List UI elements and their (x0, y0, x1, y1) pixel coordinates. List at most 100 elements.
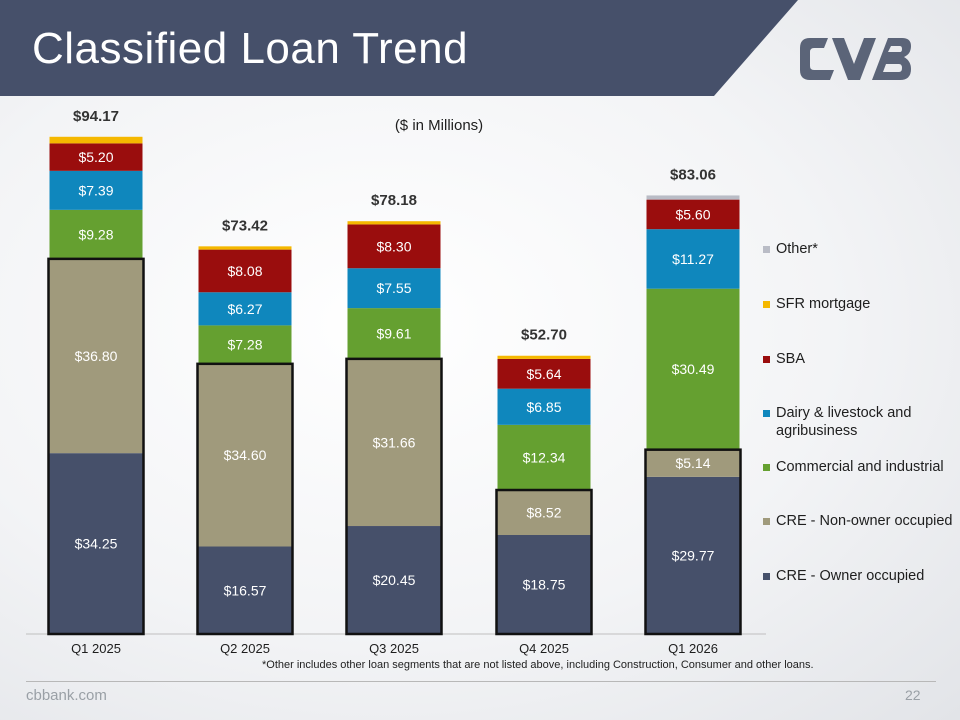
bar-cre-owner-occupied-q2-2025 (198, 546, 292, 634)
category-label: Q2 2025 (220, 641, 270, 656)
bar-commercial-and-industrial-q3-2025 (347, 308, 441, 359)
data-label: $6.27 (227, 301, 262, 317)
legend-swatch (763, 573, 770, 580)
data-label: $36.80 (75, 348, 118, 364)
chart-subtitle: ($ in Millions) (395, 117, 483, 134)
bar-commercial-and-industrial-q1-2026 (646, 288, 740, 450)
total-label: $52.70 (521, 327, 567, 344)
footer-divider (26, 681, 936, 682)
data-label: $30.49 (672, 361, 715, 377)
legend-swatch (763, 410, 770, 417)
page-number: 22 (905, 687, 921, 703)
bar-cre-non-owner-occupied-q3-2025 (347, 358, 441, 527)
legend-item-cre-non-owner-occupied: CRE - Non-owner occupied (763, 512, 953, 530)
legend-label: Dairy & livestock and agribusiness (776, 405, 912, 439)
bar-sfr-mortgage-q4-2025 (497, 355, 591, 359)
bar-cre-non-owner-occupied-q4-2025 (497, 490, 591, 535)
data-label: $6.85 (526, 399, 561, 415)
legend-label: Other* (776, 241, 818, 257)
bar-dairy-livestock-and-agribusiness-q4-2025 (497, 388, 591, 425)
bar-dairy-livestock-and-agribusiness-q1-2026 (646, 229, 740, 289)
data-label: $8.08 (227, 263, 262, 279)
bar-dairy-livestock-and-agribusiness-q1-2025 (49, 170, 143, 210)
title-banner (0, 0, 798, 96)
data-label: $29.77 (672, 547, 715, 563)
category-label: Q4 2025 (519, 641, 569, 656)
cre-outline (495, 488, 593, 636)
cre-outline (196, 362, 294, 636)
legend-item-sfr-mortgage: SFR mortgage (763, 295, 870, 313)
data-label: $34.25 (75, 536, 118, 552)
legend-swatch (763, 301, 770, 308)
bar-sfr-mortgage-q2-2025 (198, 246, 292, 250)
data-label: $8.30 (376, 238, 411, 254)
bar-dairy-livestock-and-agribusiness-q3-2025 (347, 268, 441, 309)
data-label: $9.28 (78, 226, 113, 242)
data-label: $8.52 (526, 505, 561, 521)
data-label: $18.75 (523, 577, 566, 593)
legend-item-other: Other* (763, 240, 818, 258)
bar-dairy-livestock-and-agribusiness-q2-2025 (198, 292, 292, 326)
bar-sba-q1-2025 (49, 143, 143, 171)
cre-outline (644, 448, 742, 636)
legend-label: CRE - Owner occupied (776, 568, 925, 584)
data-label: $20.45 (373, 572, 416, 588)
bar-sfr-mortgage-q3-2025 (347, 221, 441, 225)
legend-swatch (763, 518, 770, 525)
data-label: $31.66 (373, 434, 416, 450)
legend-item-commercial-and-industrial: Commercial and industrial (763, 458, 944, 476)
legend-label: CRE - Non-owner occupied (776, 513, 953, 529)
bar-sba-q1-2026 (646, 199, 740, 230)
bar-sba-q2-2025 (198, 249, 292, 293)
site-url: cbbank.com (26, 687, 107, 704)
footnote: *Other includes other loan segments that… (262, 659, 814, 671)
legend-swatch (763, 246, 770, 253)
legend-item-cre-owner-occupied: CRE - Owner occupied (763, 567, 924, 585)
legend-label: SFR mortgage (776, 296, 871, 312)
bar-other-q1-2026 (646, 195, 740, 200)
bar-commercial-and-industrial-q2-2025 (198, 325, 292, 364)
total-label: $73.42 (222, 217, 268, 234)
data-label: $5.14 (675, 455, 710, 471)
category-label: Q1 2025 (71, 641, 121, 656)
bar-cre-non-owner-occupied-q1-2026 (646, 449, 740, 477)
bar-commercial-and-industrial-q1-2025 (49, 209, 143, 259)
total-label: $94.17 (73, 108, 119, 125)
data-label: $9.61 (376, 325, 411, 341)
data-label: $7.55 (376, 280, 411, 296)
bar-cre-non-owner-occupied-q1-2025 (49, 258, 143, 454)
slide-title: Classified Loan Trend (32, 24, 469, 73)
data-label: $7.28 (227, 337, 262, 353)
cre-outline (47, 257, 145, 636)
data-label: $5.60 (675, 206, 710, 222)
bar-sba-q3-2025 (347, 224, 441, 269)
category-label: Q1 2026 (668, 641, 718, 656)
cvb-logo-icon (800, 38, 911, 80)
category-label: Q3 2025 (369, 641, 419, 656)
legend-item-dairy-livestock-and-agribusiness: Dairy & livestock and agribusiness (763, 404, 953, 440)
data-label: $7.39 (78, 182, 113, 198)
data-label: $34.60 (224, 447, 267, 463)
total-label: $83.06 (670, 166, 716, 183)
cre-outline (345, 357, 443, 636)
bar-cre-owner-occupied-q3-2025 (347, 526, 441, 634)
legend-swatch (763, 464, 770, 471)
legend-swatch (763, 356, 770, 363)
legend-label: Commercial and industrial (776, 459, 944, 475)
bar-sba-q4-2025 (497, 358, 591, 389)
total-label: $78.18 (371, 192, 417, 209)
data-label: $16.57 (224, 582, 267, 598)
bar-cre-non-owner-occupied-q2-2025 (198, 363, 292, 547)
data-label: $5.64 (526, 366, 561, 382)
bar-cre-owner-occupied-q1-2026 (646, 476, 740, 634)
legend-item-sba: SBA (763, 350, 805, 368)
bar-cre-owner-occupied-q4-2025 (497, 535, 591, 634)
data-label: $12.34 (523, 449, 566, 465)
bar-sfr-mortgage-q1-2025 (49, 136, 143, 144)
bar-cre-owner-occupied-q1-2025 (49, 453, 143, 634)
data-label: $5.20 (78, 149, 113, 165)
legend-label: SBA (776, 351, 806, 367)
data-label: $11.27 (672, 251, 714, 267)
bar-commercial-and-industrial-q4-2025 (497, 424, 591, 491)
